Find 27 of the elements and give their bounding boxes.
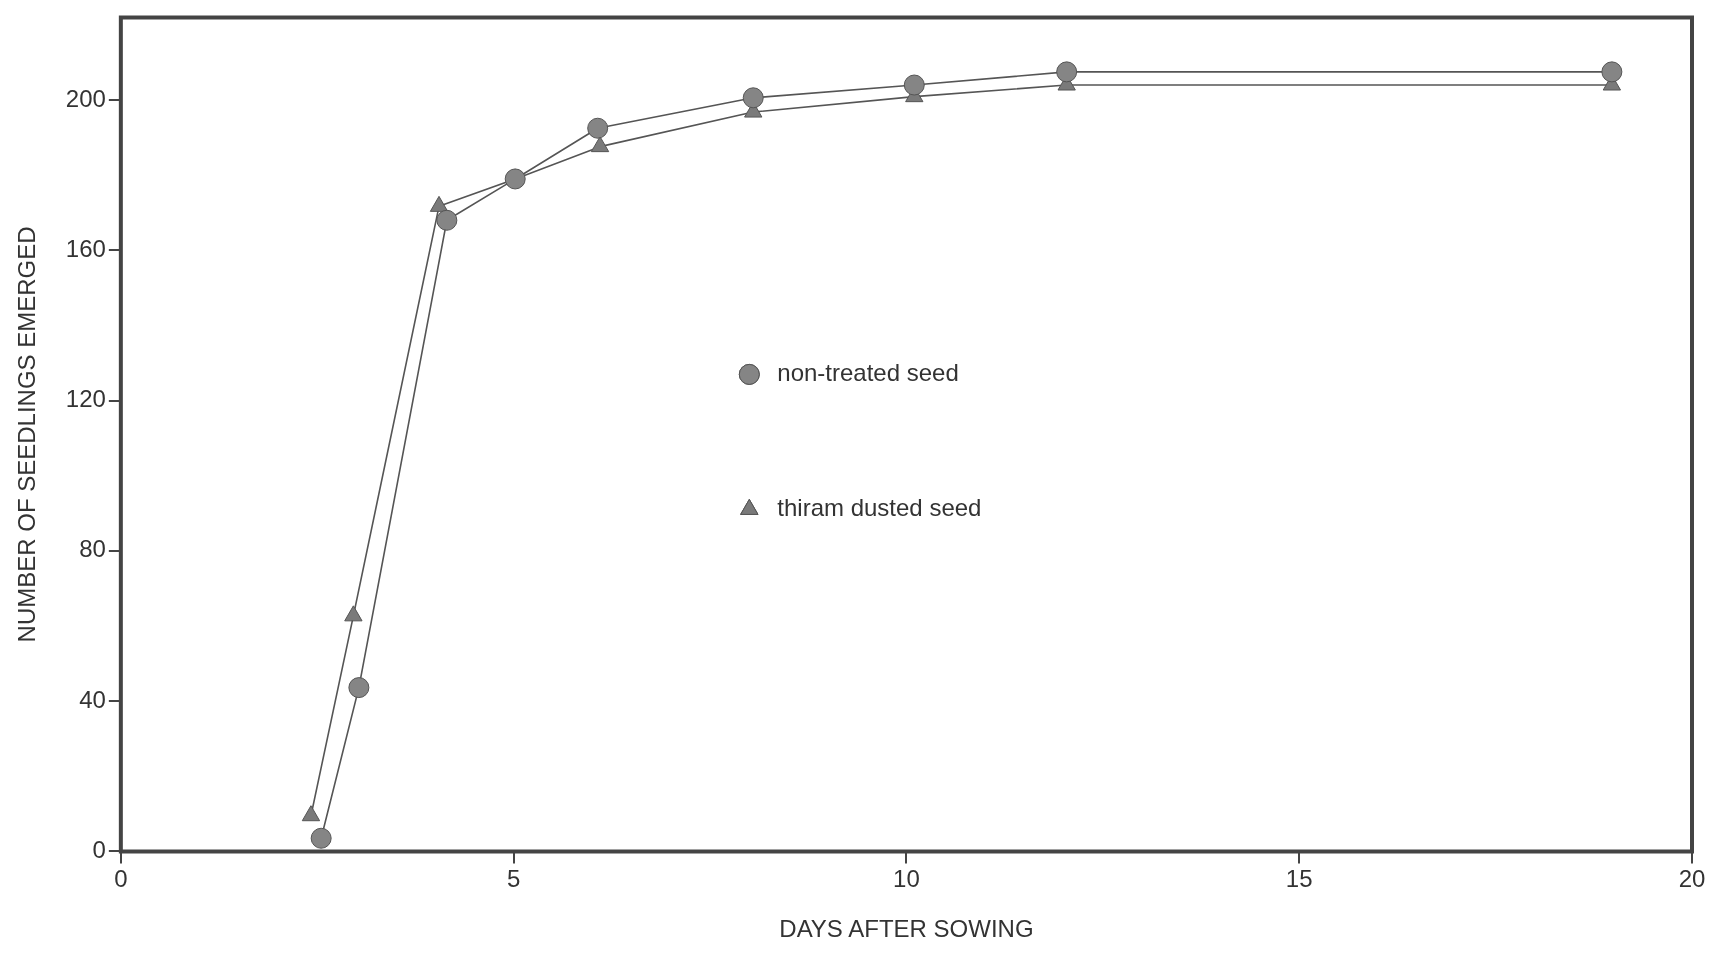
point (1056, 61, 1078, 83)
legend-label: non-treated seed (777, 359, 959, 387)
point (301, 805, 321, 822)
y-tick-label: 80 (79, 535, 106, 563)
x-axis-title: DAYS AFTER SOWING (779, 915, 1034, 943)
x-tick-label: 15 (1285, 865, 1313, 893)
legend-label: thiram dusted seed (777, 494, 982, 522)
point (348, 677, 370, 699)
y-tick-label: 160 (65, 234, 106, 262)
y-axis-title: NUMBER OF SEEDLINGS EMERGED (13, 226, 41, 643)
point (903, 74, 925, 96)
point (504, 168, 526, 190)
y-tick-label: 200 (65, 84, 106, 112)
point (310, 827, 332, 849)
y-tick-label: 120 (65, 385, 106, 413)
x-tick-label: 0 (114, 865, 128, 893)
x-tick-label: 5 (506, 865, 521, 893)
point (1601, 61, 1623, 83)
point (590, 136, 610, 153)
point (436, 209, 458, 231)
x-tick-label: 20 (1678, 865, 1706, 893)
point (742, 87, 764, 109)
y-tick-label: 0 (92, 836, 106, 864)
point (344, 605, 363, 622)
x-tick-label: 10 (893, 865, 920, 893)
point (587, 117, 609, 139)
y-tick-label: 40 (79, 685, 106, 713)
